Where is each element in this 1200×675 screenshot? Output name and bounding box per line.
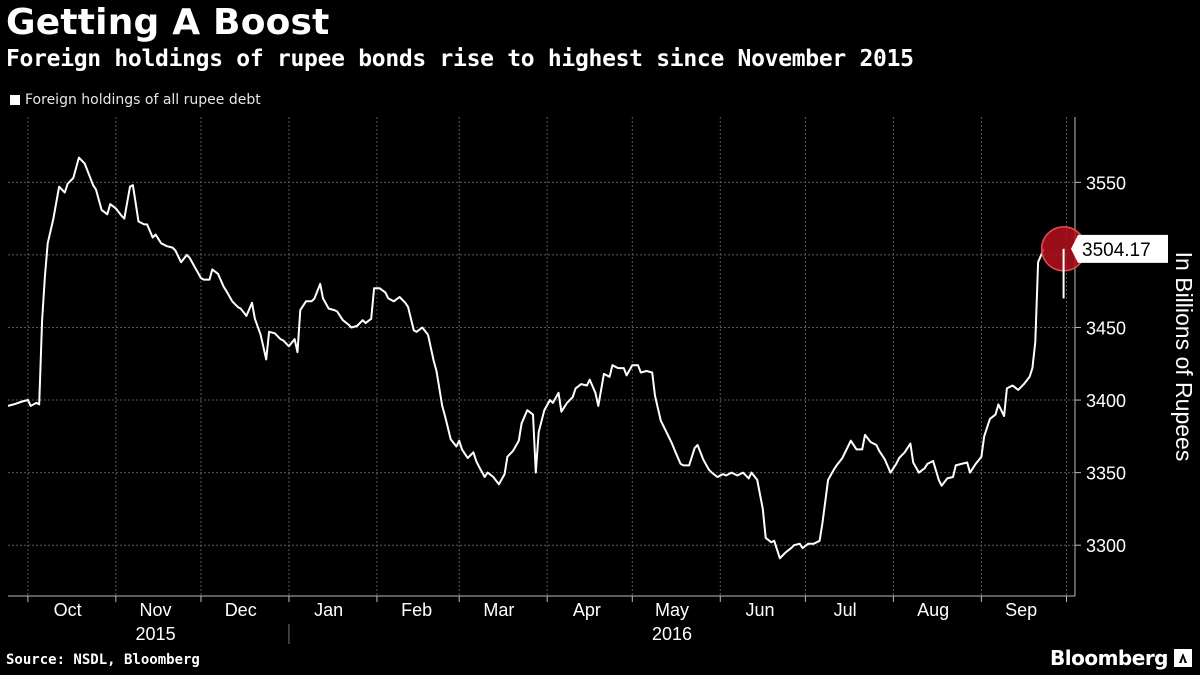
- y-tick-label: 3350: [1086, 464, 1126, 484]
- series-layer: [7, 156, 1045, 560]
- x-tick-label: Apr: [573, 600, 601, 620]
- x-tick-label: Sep: [1005, 600, 1037, 620]
- chart-title: Getting A Boost: [6, 2, 330, 43]
- brand-logo: Bloomberg: [1050, 646, 1192, 670]
- legend: Foreign holdings of all rupee debt: [10, 92, 261, 108]
- y-axis-title: In Billions of Rupees: [1171, 252, 1197, 462]
- year-label: 2016: [652, 624, 692, 644]
- last-value-label: 3504.17: [1082, 240, 1151, 261]
- y-tick-label: 3400: [1086, 391, 1126, 411]
- y-tick-label: 3550: [1086, 173, 1126, 193]
- x-tick-label: Oct: [54, 600, 82, 620]
- last-value-callout: [1071, 234, 1168, 263]
- x-tick-label: Jan: [314, 600, 343, 620]
- x-tick-label: Mar: [483, 600, 514, 620]
- legend-label: Foreign holdings of all rupee debt: [25, 92, 261, 108]
- chart-subtitle: Foreign holdings of rupee bonds rise to …: [6, 46, 914, 72]
- series-line: [7, 156, 1045, 560]
- legend-swatch: [10, 95, 20, 105]
- x-tick-label: Jun: [745, 600, 774, 620]
- last-value-marker: 3504.17: [1040, 226, 1168, 299]
- x-tick-label: Jul: [834, 600, 857, 620]
- year-label: 2015: [136, 624, 176, 644]
- brand-name: Bloomberg: [1050, 646, 1168, 670]
- y-tick-label: 3300: [1086, 536, 1126, 556]
- source-note: Source: NSDL, Bloomberg: [6, 652, 200, 668]
- grid-lines: [8, 117, 1075, 596]
- x-tick-label: Aug: [917, 600, 949, 620]
- x-tick-label: May: [655, 600, 689, 620]
- axes: 330033503400345035003550OctNovDecJanFebM…: [8, 117, 1197, 644]
- x-tick-label: Feb: [401, 600, 432, 620]
- y-tick-label: 3450: [1086, 318, 1126, 338]
- x-tick-label: Nov: [140, 600, 172, 620]
- x-tick-label: Dec: [225, 600, 257, 620]
- brand-mark-icon: [1174, 649, 1192, 667]
